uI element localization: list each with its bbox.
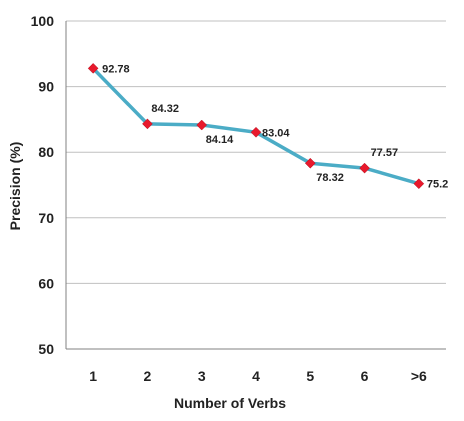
data-point xyxy=(87,63,99,74)
x-tick-label: 6 xyxy=(361,368,369,384)
data-point xyxy=(142,118,153,130)
y-axis-title: Precision (%) xyxy=(7,142,23,231)
data-label: 83.04 xyxy=(262,127,290,139)
x-tick-labels: 1 2 3 4 5 6 >6 xyxy=(89,368,427,384)
x-tick-label: >6 xyxy=(411,368,427,384)
data-markers xyxy=(87,63,425,190)
y-tick-label: 50 xyxy=(38,341,54,357)
data-point xyxy=(304,157,316,169)
y-tick-label: 90 xyxy=(38,79,54,95)
data-label: 84.14 xyxy=(206,134,234,146)
data-point xyxy=(250,126,262,138)
data-label: 77.57 xyxy=(371,147,399,159)
x-tick-label: 2 xyxy=(144,368,152,384)
data-point xyxy=(359,162,370,174)
x-axis-title: Number of Verbs xyxy=(174,395,286,411)
gridlines xyxy=(66,20,446,284)
x-tick-label: 5 xyxy=(306,368,314,384)
data-point xyxy=(413,178,425,190)
data-labels: 92.78 84.32 84.14 83.04 78.32 77.57 75.2 xyxy=(102,63,448,190)
data-label: 75.2 xyxy=(427,179,448,191)
y-tick-label: 60 xyxy=(38,275,54,291)
y-tick-label: 100 xyxy=(31,13,55,29)
x-tick-label: 3 xyxy=(198,368,206,384)
y-tick-label: 70 xyxy=(38,210,54,226)
series-line xyxy=(91,67,420,186)
data-label: 84.32 xyxy=(151,103,179,115)
data-label: 78.32 xyxy=(316,172,344,184)
y-tick-label: 80 xyxy=(38,144,54,160)
data-point xyxy=(196,119,208,131)
x-tick-label: 4 xyxy=(252,368,260,384)
y-tick-labels: 50 60 70 80 90 100 xyxy=(31,13,55,357)
data-label: 92.78 xyxy=(102,63,130,75)
x-tick-label: 1 xyxy=(89,368,97,384)
